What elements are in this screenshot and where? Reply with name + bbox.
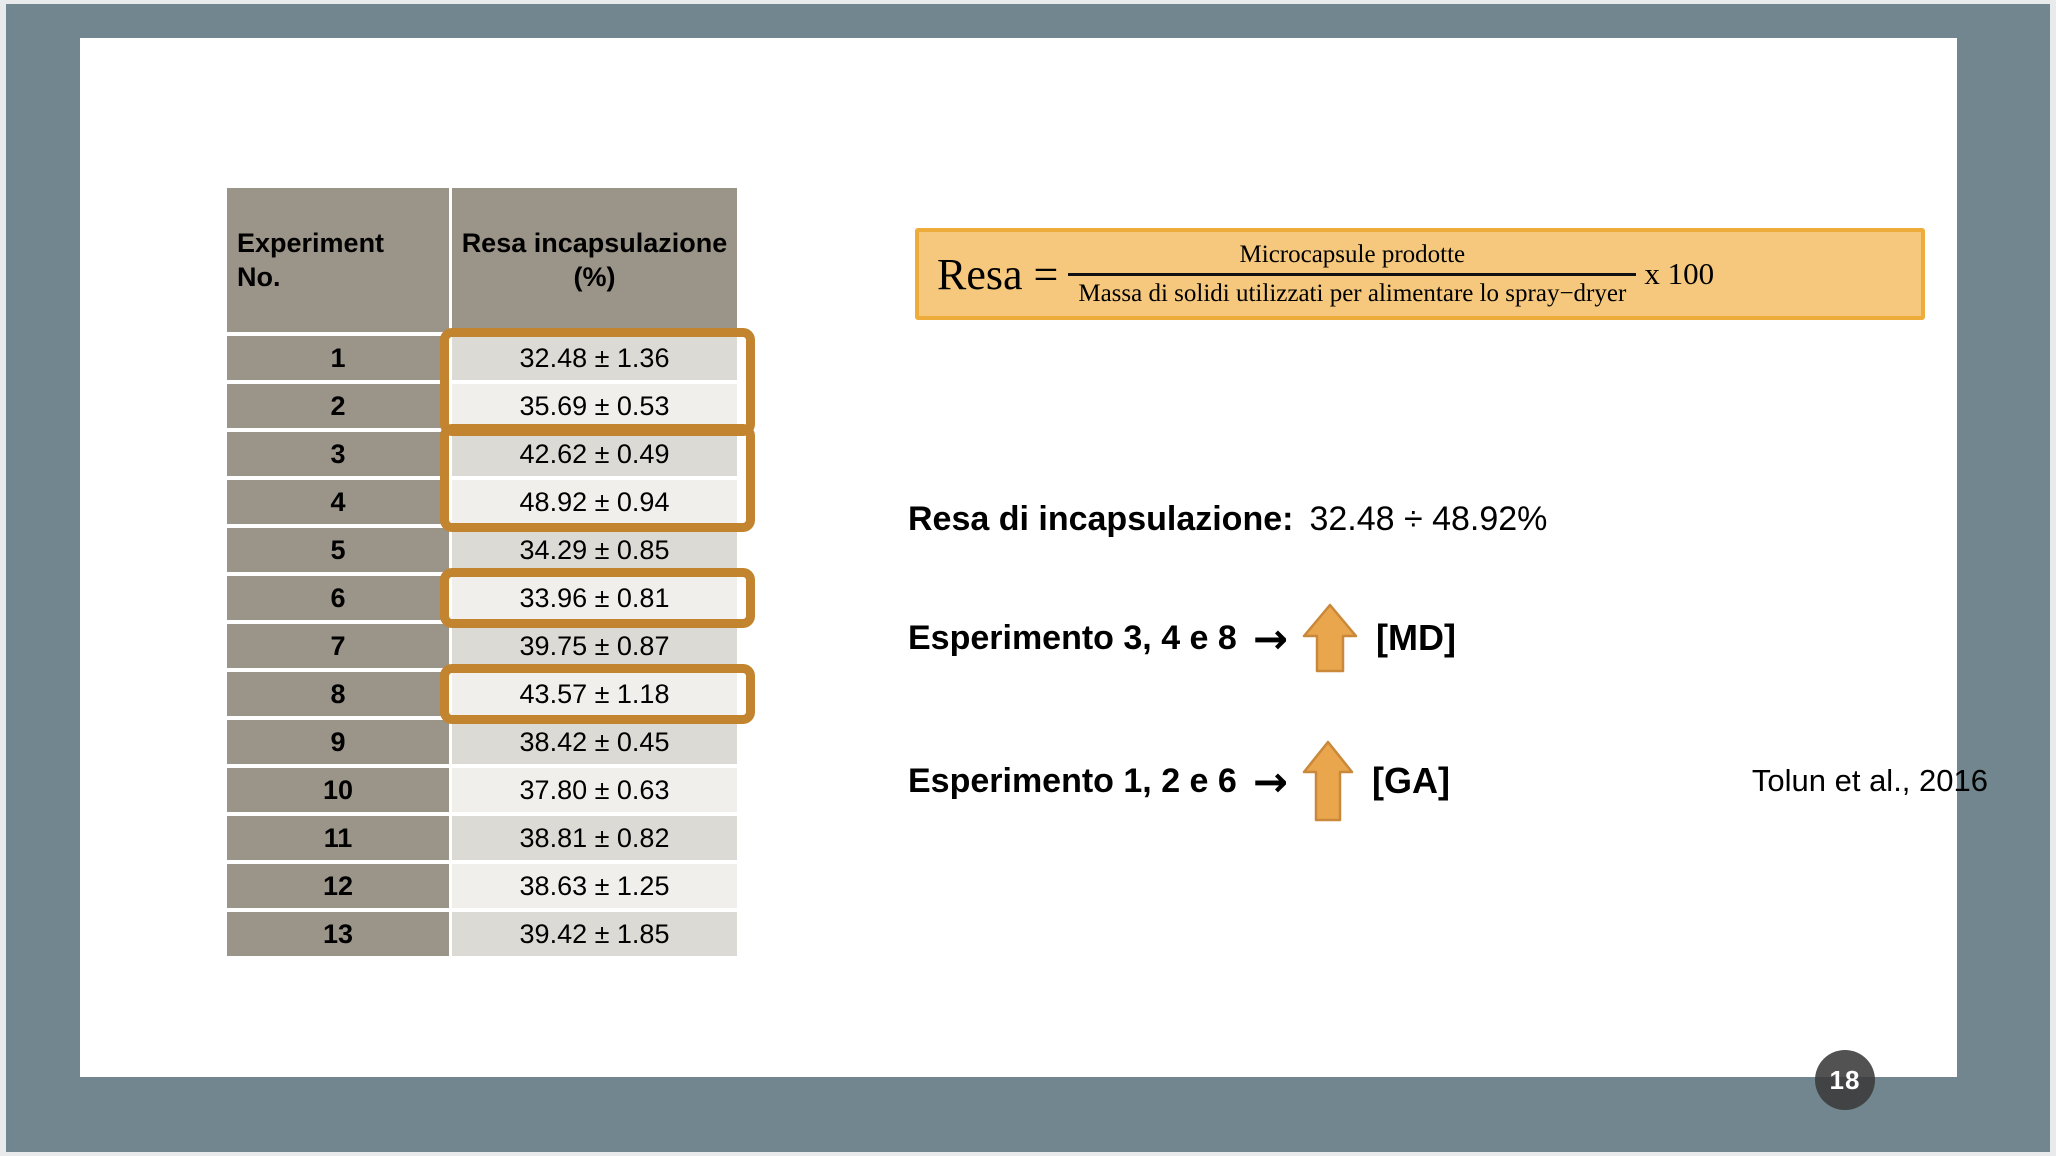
formula-box: Resa = Microcapsule prodotte Massa di so… <box>915 228 1925 320</box>
resa-value-cell: 43.57 ± 1.18 <box>452 672 737 716</box>
table-header-experiment-no: Experiment No. <box>227 188 449 332</box>
esperimento-ga-label: Esperimento 1, 2 e 6 <box>908 761 1237 800</box>
resa-value-cell: 33.96 ± 0.81 <box>452 576 737 620</box>
right-arrow-icon: → <box>1252 756 1289 806</box>
experiment-number-cell: 1 <box>227 336 449 380</box>
experiment-number-cell: 13 <box>227 912 449 956</box>
table-row: 9 38.42 ± 0.45 <box>227 720 737 764</box>
table-row: 12 38.63 ± 1.25 <box>227 864 737 908</box>
table-row: 5 34.29 ± 0.85 <box>227 528 737 572</box>
up-arrow-icon <box>1302 740 1354 822</box>
resa-value-cell: 34.29 ± 0.85 <box>452 528 737 572</box>
resa-value-cell: 35.69 ± 0.53 <box>452 384 737 428</box>
experiment-number-cell: 5 <box>227 528 449 572</box>
table-row: 10 37.80 ± 0.63 <box>227 768 737 812</box>
ga-tag: [GA] <box>1372 760 1450 801</box>
experiment-number-cell: 3 <box>227 432 449 476</box>
resa-value-cell: 39.42 ± 1.85 <box>452 912 737 956</box>
citation: Tolun et al., 2016 <box>1751 763 1988 798</box>
table-body: 1 32.48 ± 1.36 2 35.69 ± 0.53 3 42.62 ± 0.49 4… <box>227 336 737 956</box>
formula-lhs: Resa = <box>937 249 1059 299</box>
resa-value-cell: 37.80 ± 0.63 <box>452 768 737 812</box>
table-row: 2 35.69 ± 0.53 <box>227 384 737 428</box>
resa-value-cell: 38.63 ± 1.25 <box>452 864 737 908</box>
md-tag: [MD] <box>1376 617 1456 658</box>
resa-value-cell: 32.48 ± 1.36 <box>452 336 737 380</box>
table-row: 13 39.42 ± 1.85 <box>227 912 737 956</box>
experiment-number-cell: 12 <box>227 864 449 908</box>
esperimento-md-line: Esperimento 3, 4 e 8 → [MD] <box>908 598 1456 678</box>
table-row: 6 33.96 ± 0.81 <box>227 576 737 620</box>
yield-range-line: Resa di incapsulazione: 32.48 ÷ 48.92% <box>908 500 1547 539</box>
experiment-number-cell: 9 <box>227 720 449 764</box>
experiment-number-cell: 7 <box>227 624 449 668</box>
experiment-number-cell: 2 <box>227 384 449 428</box>
resa-value-cell: 42.62 ± 0.49 <box>452 432 737 476</box>
table-row: 8 43.57 ± 1.18 <box>227 672 737 716</box>
experiment-number-cell: 6 <box>227 576 449 620</box>
fraction-bar <box>1068 272 1637 276</box>
resa-value-cell: 48.92 ± 0.94 <box>452 480 737 524</box>
right-arrow-icon: → <box>1252 613 1289 663</box>
formula-numerator: Microcapsule prodotte <box>1239 240 1466 268</box>
slide: Experiment No. Resa incapsulazione (%) 1… <box>80 38 1988 1110</box>
formula-multiplier: x 100 <box>1644 256 1715 291</box>
table-header-resa: Resa incapsulazione (%) <box>452 188 737 332</box>
yield-label: Resa di incapsulazione: <box>908 500 1294 538</box>
page-number-badge: 18 <box>1815 1050 1875 1110</box>
table-row: 3 42.62 ± 0.49 <box>227 432 737 476</box>
table-row: 11 38.81 ± 0.82 <box>227 816 737 860</box>
formula-fraction: Microcapsule prodotte Massa di solidi ut… <box>1068 240 1637 309</box>
table-header-row: Experiment No. Resa incapsulazione (%) <box>227 188 737 332</box>
table-row: 1 32.48 ± 1.36 <box>227 336 737 380</box>
esperimento-md-label: Esperimento 3, 4 e 8 <box>908 618 1237 657</box>
experiment-number-cell: 8 <box>227 672 449 716</box>
table-row: 4 48.92 ± 0.94 <box>227 480 737 524</box>
experiments-table: Experiment No. Resa incapsulazione (%) 1… <box>227 188 755 960</box>
experiment-number-cell: 4 <box>227 480 449 524</box>
esperimento-ga-line: Esperimento 1, 2 e 6 → [GA] Tolun et al.… <box>908 738 1988 824</box>
experiment-number-cell: 10 <box>227 768 449 812</box>
resa-value-cell: 38.81 ± 0.82 <box>452 816 737 860</box>
formula-denominator: Massa di solidi utilizzati per alimentar… <box>1078 279 1627 307</box>
resa-value-cell: 38.42 ± 0.45 <box>452 720 737 764</box>
up-arrow-icon <box>1302 603 1358 673</box>
yield-range-value: 32.48 ÷ 48.92% <box>1309 500 1548 538</box>
resa-value-cell: 39.75 ± 0.87 <box>452 624 737 668</box>
table-row: 7 39.75 ± 0.87 <box>227 624 737 668</box>
page-number: 18 <box>1829 1064 1861 1095</box>
experiment-number-cell: 11 <box>227 816 449 860</box>
